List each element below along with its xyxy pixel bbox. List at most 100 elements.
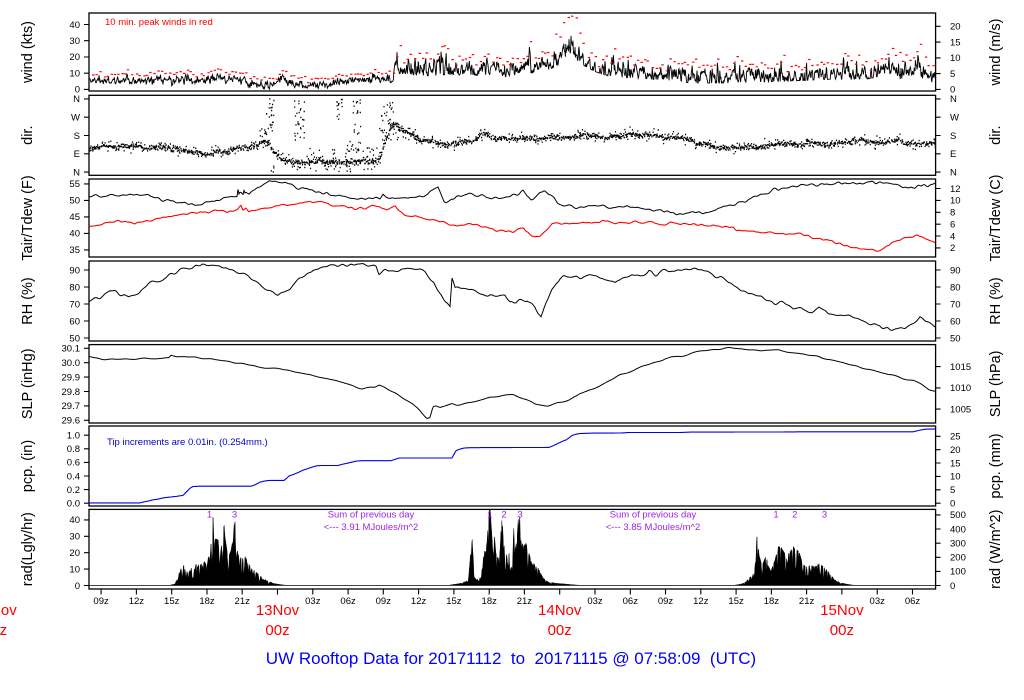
svg-text:<--- 3.91 MJoules/m^2: <--- 3.91 MJoules/m^2	[324, 522, 418, 533]
svg-text:10: 10	[69, 564, 80, 575]
svg-text:03z: 03z	[870, 596, 886, 607]
svg-text:UW Rooftop Data for 20171112: UW Rooftop Data for 20171112 to 20171115…	[266, 649, 756, 668]
svg-text:0: 0	[75, 581, 80, 592]
svg-text:Sum of previous day: Sum of previous day	[610, 510, 697, 521]
svg-text:06z: 06z	[623, 596, 639, 607]
svg-text:15Nov: 15Nov	[820, 602, 864, 619]
svg-text:wind (kts): wind (kts)	[20, 21, 36, 84]
svg-text:300: 300	[950, 539, 966, 550]
svg-text:20: 20	[950, 445, 961, 456]
svg-text:21z: 21z	[799, 596, 815, 607]
svg-text:1: 1	[773, 510, 778, 521]
svg-text:60: 60	[69, 316, 80, 327]
svg-text:09z: 09z	[658, 596, 674, 607]
svg-text:N: N	[950, 167, 957, 178]
svg-text:pcp. (mm): pcp. (mm)	[988, 433, 1004, 498]
svg-text:09z: 09z	[93, 596, 109, 607]
svg-text:N: N	[73, 167, 80, 178]
svg-text:40: 40	[69, 229, 80, 240]
svg-text:15z: 15z	[164, 596, 180, 607]
svg-text:00z: 00z	[265, 622, 289, 639]
svg-text:10: 10	[950, 472, 961, 483]
svg-text:0.6: 0.6	[67, 458, 80, 469]
svg-text:29.6: 29.6	[62, 416, 81, 427]
svg-text:80: 80	[950, 282, 961, 293]
svg-text:SLP (hPa): SLP (hPa)	[988, 350, 1004, 417]
svg-text:55: 55	[69, 179, 80, 190]
svg-text:0: 0	[950, 499, 955, 510]
svg-text:30: 30	[69, 532, 80, 543]
svg-text:13Nov: 13Nov	[256, 602, 300, 619]
svg-text:20: 20	[69, 548, 80, 559]
svg-text:30: 30	[69, 36, 80, 47]
svg-text:1015: 1015	[950, 362, 971, 373]
svg-text:40: 40	[69, 20, 80, 31]
svg-text:70: 70	[69, 299, 80, 310]
svg-text:1010: 1010	[950, 383, 971, 394]
svg-text:Tair/Tdew (F): Tair/Tdew (F)	[20, 175, 36, 260]
svg-text:06z: 06z	[340, 596, 356, 607]
svg-text:14Nov: 14Nov	[538, 602, 582, 619]
svg-text:100: 100	[950, 567, 966, 578]
svg-text:400: 400	[950, 524, 966, 535]
svg-text:90: 90	[69, 265, 80, 276]
svg-text:03z: 03z	[305, 596, 321, 607]
svg-text:5: 5	[950, 69, 955, 80]
svg-text:3: 3	[517, 510, 522, 521]
svg-text:12z: 12z	[693, 596, 709, 607]
svg-text:18z: 18z	[199, 596, 215, 607]
svg-text:29.8: 29.8	[62, 387, 81, 398]
svg-text:21z: 21z	[517, 596, 533, 607]
svg-text:W: W	[950, 113, 959, 124]
svg-text:S: S	[950, 131, 956, 142]
svg-text:18z: 18z	[764, 596, 780, 607]
svg-text:10: 10	[950, 196, 961, 207]
svg-text:8: 8	[950, 208, 955, 219]
svg-text:2: 2	[501, 510, 506, 521]
svg-text:30.1: 30.1	[62, 344, 81, 355]
svg-text:29.9: 29.9	[62, 372, 81, 383]
svg-text:3: 3	[822, 510, 827, 521]
svg-text:0.8: 0.8	[67, 444, 80, 455]
svg-text:500: 500	[950, 510, 966, 521]
svg-text:pcp. (in): pcp. (in)	[20, 440, 36, 492]
svg-text:00z: 00z	[0, 622, 7, 639]
svg-text:12: 12	[950, 184, 961, 195]
svg-text:10 min. peak winds in red: 10 min. peak winds in red	[105, 17, 213, 28]
svg-text:wind (m/s): wind (m/s)	[988, 19, 1004, 87]
svg-text:03z: 03z	[587, 596, 603, 607]
svg-text:0: 0	[950, 581, 955, 592]
svg-text:Sum of previous day: Sum of previous day	[328, 510, 415, 521]
svg-text:90: 90	[950, 265, 961, 276]
svg-text:50: 50	[950, 333, 961, 344]
svg-text:06z: 06z	[905, 596, 921, 607]
svg-text:10: 10	[69, 69, 80, 80]
svg-text:15: 15	[950, 458, 961, 469]
svg-text:29.7: 29.7	[62, 401, 81, 412]
svg-text:1: 1	[487, 510, 492, 521]
svg-text:E: E	[74, 149, 80, 160]
svg-text:80: 80	[69, 282, 80, 293]
svg-text:15z: 15z	[446, 596, 462, 607]
svg-text:00z: 00z	[830, 622, 854, 639]
svg-text:35: 35	[69, 245, 80, 256]
svg-text:15z: 15z	[728, 596, 744, 607]
svg-text:rad (W/m^2): rad (W/m^2)	[988, 510, 1004, 589]
svg-text:S: S	[74, 131, 80, 142]
svg-text:00z: 00z	[548, 622, 572, 639]
svg-text:2: 2	[792, 510, 797, 521]
svg-text:20: 20	[950, 22, 961, 33]
svg-text:0: 0	[950, 85, 955, 96]
svg-text:5: 5	[950, 485, 955, 496]
svg-text:15: 15	[950, 37, 961, 48]
svg-text:0.4: 0.4	[67, 471, 80, 482]
svg-text:70: 70	[950, 299, 961, 310]
svg-text:RH (%): RH (%)	[20, 277, 36, 325]
svg-text:N: N	[950, 94, 957, 105]
svg-text:50: 50	[69, 333, 80, 344]
svg-text:dir.: dir.	[20, 126, 36, 145]
svg-text:Tair/Tdew (C): Tair/Tdew (C)	[988, 174, 1004, 261]
svg-text:rad(Lgly/hr): rad(Lgly/hr)	[20, 512, 36, 586]
svg-text:30.0: 30.0	[62, 358, 81, 369]
svg-text:1: 1	[207, 510, 212, 521]
